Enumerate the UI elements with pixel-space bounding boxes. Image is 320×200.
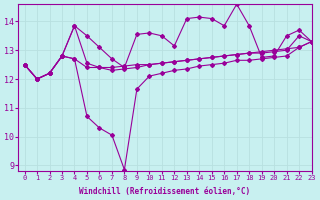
X-axis label: Windchill (Refroidissement éolien,°C): Windchill (Refroidissement éolien,°C): [79, 187, 251, 196]
